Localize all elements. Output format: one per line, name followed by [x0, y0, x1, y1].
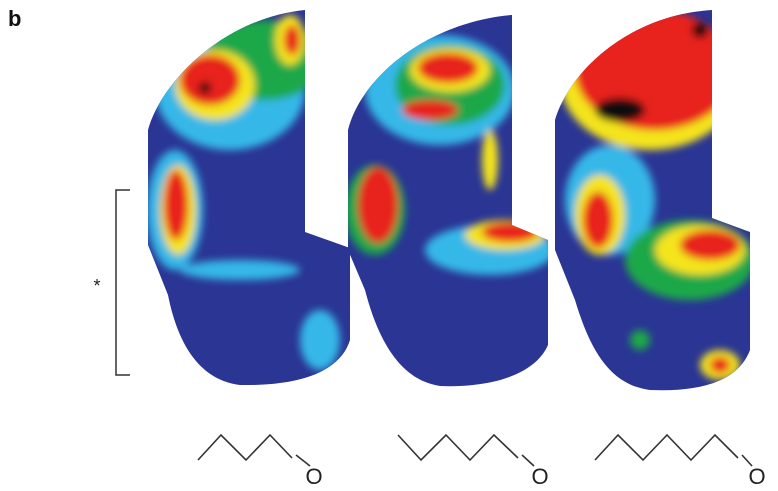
- panel-label: b: [8, 6, 21, 31]
- molecule-skeleton: [397, 433, 519, 462]
- bracket: [115, 189, 130, 376]
- double-bond: [295, 454, 311, 467]
- bracket-label: *: [93, 276, 100, 296]
- activity-map: [348, 15, 548, 387]
- atom-label: O: [305, 464, 322, 489]
- atom-label: O: [531, 464, 548, 489]
- activity-map: [555, 10, 750, 391]
- molecule-skeleton: [594, 433, 739, 462]
- molecule-skeleton: [197, 433, 293, 462]
- double-bond: [741, 454, 753, 467]
- atom-label: O: [748, 464, 765, 489]
- double-bond: [521, 454, 535, 467]
- activity-map: [148, 10, 350, 386]
